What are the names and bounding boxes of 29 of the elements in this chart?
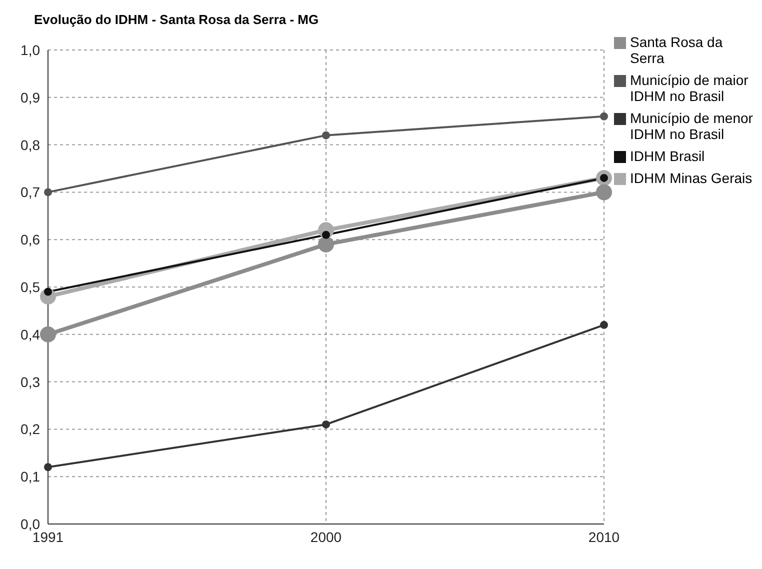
point [318, 236, 334, 252]
y-tick-label: 0,6 [20, 232, 40, 248]
legend-label: IDHM Minas Gerais [630, 170, 752, 186]
chart-title: Evolução do IDHM - Santa Rosa da Serra - MG [33, 11, 320, 29]
point [600, 320, 608, 329]
legend-label: Município de maior IDHM no Brasil [630, 72, 750, 104]
y-tick-label: 0,8 [20, 136, 40, 153]
x-tick-label: 2000 [310, 528, 342, 545]
y-tick-label: 0,3 [20, 374, 40, 390]
legend-label: Município de menor IDHM no Brasil [630, 110, 754, 142]
y-tick-label: 0,7 [20, 184, 40, 200]
y-tick-label: 0,4 [20, 326, 40, 342]
y-tick-label: 1,0 [20, 42, 40, 58]
x-tick-label: 2010 [588, 528, 620, 545]
y-tick-label: 0,1 [20, 468, 40, 485]
legend-label: Santa Rosa da Serra [630, 34, 724, 66]
legend-label: IDHM Brasil [630, 148, 705, 164]
y-tick-label: 0,2 [20, 421, 40, 438]
point [600, 112, 608, 120]
point [44, 188, 52, 196]
point [322, 230, 330, 239]
point [40, 326, 56, 342]
point [322, 131, 330, 140]
point [322, 420, 330, 428]
point [596, 184, 612, 200]
y-tick-label: 0,9 [20, 89, 40, 106]
point [44, 288, 52, 296]
y-tick-label: 0,5 [20, 278, 40, 295]
point [44, 463, 52, 472]
